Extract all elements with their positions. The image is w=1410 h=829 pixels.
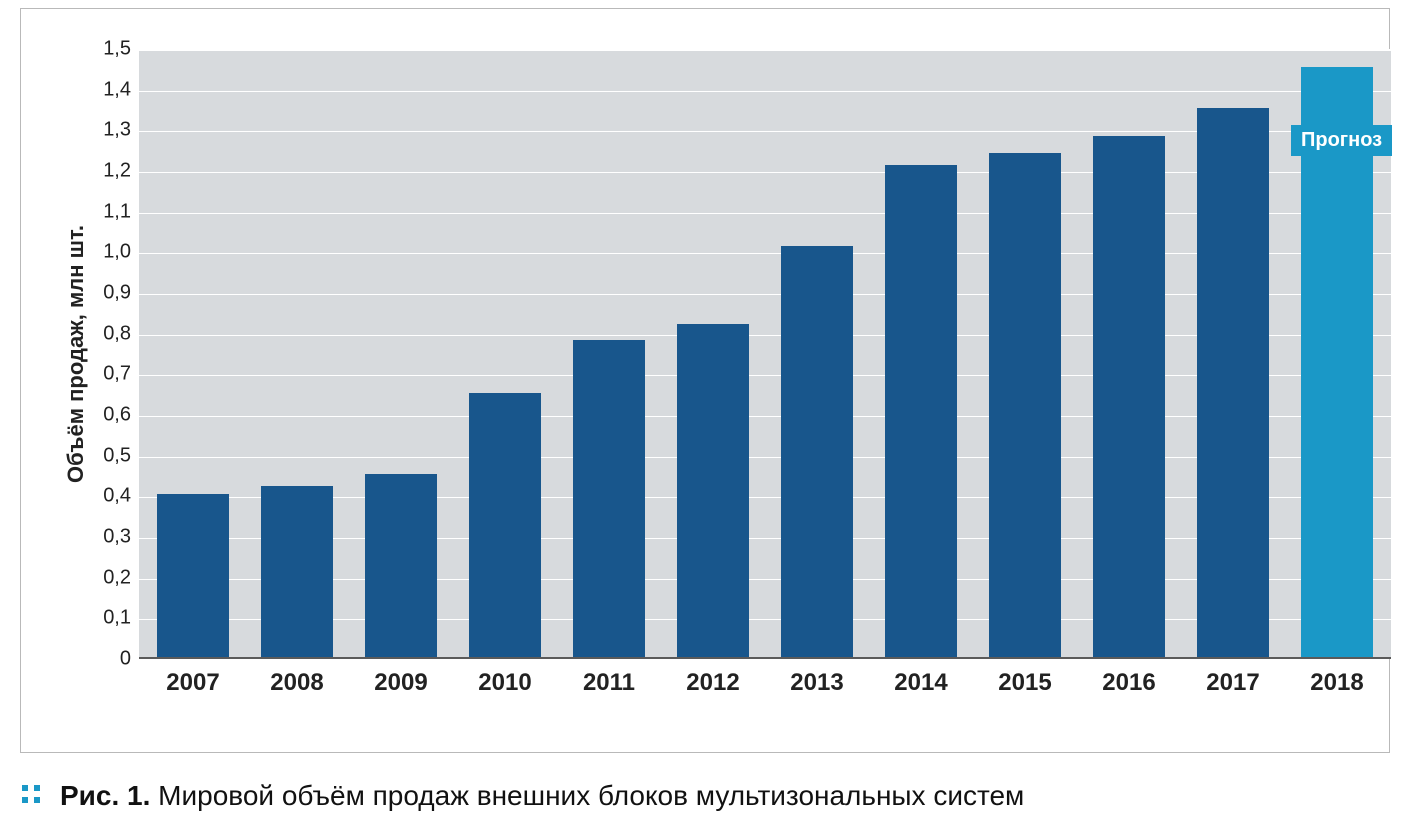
caption-prefix: Рис. 1. (60, 780, 150, 811)
y-tick-label: 1,1 (91, 200, 131, 223)
y-tick-label: 1,0 (91, 241, 131, 264)
caption-dots-icon (20, 783, 46, 809)
chart-frame: Прогноз Объём продаж, млн шт. 0 0,1 0,2 0,3… (20, 8, 1390, 753)
bar (157, 494, 229, 657)
caption-body: Мировой объём продаж внешних блоков муль… (158, 780, 1024, 811)
y-tick-label: 1,4 (91, 78, 131, 101)
figure-caption: Рис. 1. Мировой объём продаж внешних бло… (20, 768, 1390, 823)
y-tick-label: 1,2 (91, 160, 131, 183)
bar (1197, 108, 1269, 657)
y-tick-label: 0,5 (91, 444, 131, 467)
y-tick-label: 0,3 (91, 526, 131, 549)
y-tick-label: 0,9 (91, 282, 131, 305)
y-tick-label: 0,1 (91, 607, 131, 630)
y-tick-label: 0,8 (91, 322, 131, 345)
y-tick-label: 0,7 (91, 363, 131, 386)
y-tick-label: 1,5 (91, 38, 131, 61)
bar (261, 486, 333, 657)
x-tick-label: 2010 (478, 669, 531, 697)
figure-container: Прогноз Объём продаж, млн шт. 0 0,1 0,2 0,3… (0, 0, 1410, 829)
x-tick-label: 2009 (374, 669, 427, 697)
plot-area: Прогноз (139, 49, 1391, 659)
bar (365, 474, 437, 657)
bar (885, 165, 957, 657)
y-tick-label: 1,3 (91, 119, 131, 142)
x-tick-label: 2014 (894, 669, 947, 697)
bar (781, 246, 853, 657)
x-tick-label: 2008 (270, 669, 323, 697)
bar (1093, 136, 1165, 657)
y-tick-label: 0,2 (91, 566, 131, 589)
x-tick-label: 2013 (790, 669, 843, 697)
x-tick-label: 2015 (998, 669, 1051, 697)
bar (573, 340, 645, 657)
gridline (139, 91, 1391, 92)
x-tick-label: 2011 (583, 669, 635, 697)
gridline (139, 50, 1391, 51)
x-tick-label: 2016 (1102, 669, 1155, 697)
x-tick-label: 2017 (1206, 669, 1259, 697)
forecast-badge: Прогноз (1291, 125, 1392, 156)
x-tick-label: 2007 (166, 669, 219, 697)
bar (677, 324, 749, 657)
caption-text: Рис. 1. Мировой объём продаж внешних бло… (60, 780, 1024, 812)
y-tick-label: 0,6 (91, 404, 131, 427)
y-tick-label: 0 (91, 648, 131, 671)
x-tick-label: 2018 (1310, 669, 1363, 697)
bar (469, 393, 541, 657)
x-tick-label: 2012 (686, 669, 739, 697)
y-axis-title: Объём продаж, млн шт. (63, 225, 89, 483)
y-tick-label: 0,4 (91, 485, 131, 508)
bar (989, 153, 1061, 657)
